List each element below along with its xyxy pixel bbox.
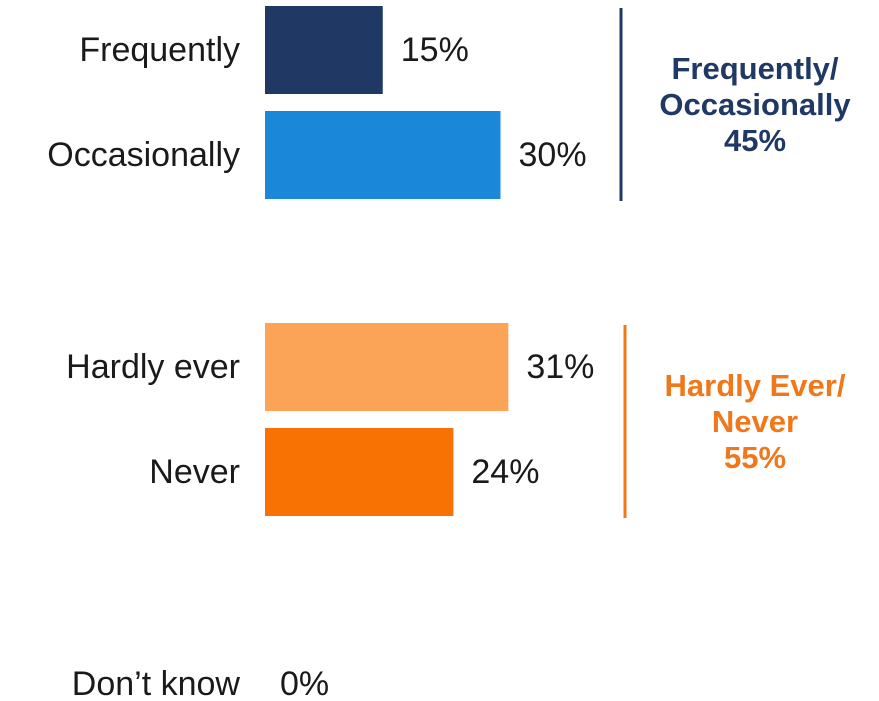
value-label-occasionally: 30% xyxy=(519,136,587,174)
category-label-hardly-ever: Hardly ever xyxy=(66,348,240,386)
bar-occasionally xyxy=(265,111,501,199)
value-label-never: 24% xyxy=(471,453,539,491)
bar-hardly-ever xyxy=(265,323,509,411)
value-label-don-t-know: 0% xyxy=(280,665,329,701)
group-label-2-line-2: Never xyxy=(712,404,798,439)
bar-frequently xyxy=(265,6,383,94)
category-label-never: Never xyxy=(149,453,240,491)
group-label-1-line-2: Occasionally xyxy=(659,87,851,122)
group-label-1-line-3: 45% xyxy=(724,123,786,158)
value-label-frequently: 15% xyxy=(401,31,469,69)
bars-layer xyxy=(265,6,509,516)
category-labels-layer: Frequently Occasionally Hardly ever Never Do… xyxy=(47,31,240,701)
group-label-2-line-1: Hardly Ever/ xyxy=(665,368,846,403)
category-label-frequently: Frequently xyxy=(79,31,240,69)
group-label-2-line-3: 55% xyxy=(724,440,786,475)
value-labels-layer: 15% 30% 31% 24% 0% xyxy=(280,31,594,701)
value-label-hardly-ever: 31% xyxy=(526,348,594,386)
bar-never xyxy=(265,428,454,516)
category-label-don-t-know: Don’t know xyxy=(72,665,241,701)
category-label-occasionally: Occasionally xyxy=(47,136,240,174)
group-label-1-line-1: Frequently/ xyxy=(671,51,838,86)
